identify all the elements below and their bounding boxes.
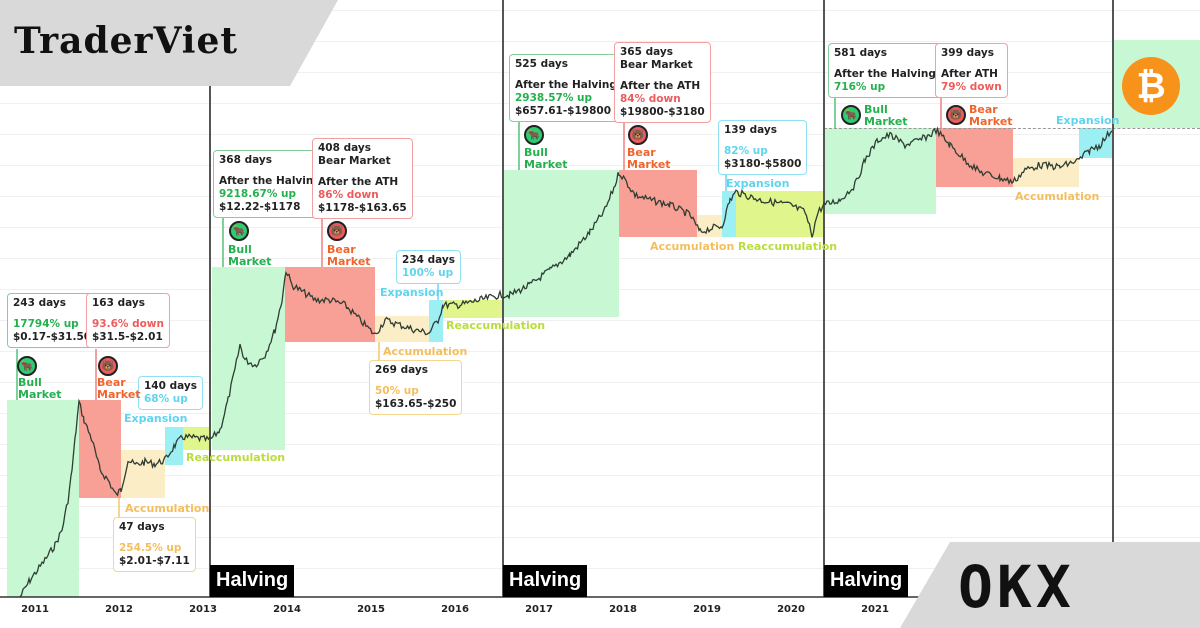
bear-callout-4: 399 days After ATH 79% down <box>935 43 1008 98</box>
price-line <box>19 126 1113 598</box>
halving-label: Halving <box>503 565 588 597</box>
gridline <box>0 413 1200 414</box>
traderviet-logo-bg <box>0 0 338 86</box>
accumulation-zone-1 <box>121 450 165 498</box>
bear-callout-1: 163 days 93.6% down $31.5-$2.01 <box>86 293 170 348</box>
gridline <box>0 165 1200 166</box>
bull-callout-3: 525 days After the Halving 2938.57% up $65… <box>509 54 623 122</box>
okx-logo: OKX <box>958 553 1075 621</box>
accumulation-callout-2: 269 days 50% up $163.65-$250 <box>369 360 463 415</box>
reaccumulation-label: Reaccumulation <box>446 319 546 332</box>
x-tick-label: 2011 <box>21 604 49 615</box>
expansion-label: Expansion <box>124 412 188 425</box>
gridline <box>0 506 1200 507</box>
x-tick-label: 2013 <box>189 604 217 615</box>
bear-market-label: Bear Market <box>97 376 141 401</box>
x-tick-label: 2021 <box>861 604 889 615</box>
bull-zone-3 <box>503 170 619 317</box>
bear-icon: 🐻 <box>327 221 347 241</box>
expansion-label: Expansion <box>726 177 790 190</box>
bitcoin-icon: ₿ <box>1122 57 1180 115</box>
bear-callout-3: 365 days Bear Market After the ATH 84% dow… <box>614 42 711 123</box>
accumulation-label: Accumulation <box>650 240 735 253</box>
bull-icon: 🐂 <box>229 221 249 241</box>
bull-market-label: Bull Market <box>228 243 272 268</box>
bear-market-label: Bear Market <box>627 146 671 171</box>
dashed-ath-line <box>824 128 1200 129</box>
accumulation-label: Accumulation <box>1015 190 1100 203</box>
halving-line <box>1112 0 1114 597</box>
expansion-callout-3: 139 days 82% up $3180-$5800 <box>718 120 808 175</box>
x-tick-label: 2016 <box>441 604 469 615</box>
bull-zone-1 <box>7 400 79 597</box>
bull-market-label: Bull Market <box>864 103 908 128</box>
x-tick-label: 2014 <box>273 604 301 615</box>
reaccumulation-zone-2 <box>443 300 503 318</box>
x-tick-label: 2020 <box>777 604 805 615</box>
halving-label: Halving <box>824 565 909 597</box>
x-tick-label: 2018 <box>609 604 637 615</box>
gridline <box>0 475 1200 476</box>
bear-callout-2: 408 days Bear Market After the ATH 86% dow… <box>312 138 413 219</box>
x-tick-label: 2019 <box>693 604 721 615</box>
gridline <box>0 537 1200 538</box>
bull-zone-2 <box>212 267 285 450</box>
bull-icon: 🐂 <box>17 356 37 376</box>
bull-icon: 🐂 <box>841 105 861 125</box>
gridline <box>0 382 1200 383</box>
accumulation-zone-3 <box>697 215 722 237</box>
bear-icon: 🐻 <box>628 125 648 145</box>
bull-callout-2: 368 days After the Halving 9218.67% up $12… <box>213 150 327 218</box>
x-tick-label: 2015 <box>357 604 385 615</box>
bear-zone-1 <box>79 400 121 498</box>
bull-market-label: Bull Market <box>18 376 62 401</box>
expansion-callout-2: 234 days 100% up <box>396 250 461 284</box>
reaccumulation-zone-3 <box>736 191 824 237</box>
expansion-callout-1: 140 days 68% up <box>138 376 203 410</box>
gridline <box>0 41 1200 42</box>
bear-zone-2 <box>285 267 375 342</box>
halving-line <box>823 0 825 597</box>
traderviet-logo: TraderViet <box>14 20 239 62</box>
accumulation-label: Accumulation <box>125 502 210 515</box>
bear-zone-3 <box>619 170 697 237</box>
gridline <box>0 10 1200 11</box>
bull-callout-4: 581 days After the Halving 716% up <box>828 43 942 98</box>
reaccumulation-label: Reaccumulation <box>738 240 838 253</box>
bull-icon: 🐂 <box>524 125 544 145</box>
bear-market-label: Bear Market <box>969 103 1013 128</box>
gridline <box>0 134 1200 135</box>
accumulation-zone-2 <box>375 316 429 342</box>
halving-label: Halving <box>210 565 295 597</box>
reaccumulation-label: Reaccumulation <box>186 451 286 464</box>
expansion-label: Expansion <box>1056 114 1120 127</box>
gridline <box>0 444 1200 445</box>
x-tick-label: 2017 <box>525 604 553 615</box>
gridline <box>0 351 1200 352</box>
bear-icon: 🐻 <box>98 356 118 376</box>
bull-market-label: Bull Market <box>524 146 568 171</box>
bear-market-label: Bear Market <box>327 243 371 268</box>
expansion-zone-3 <box>722 191 736 237</box>
okx-logo-bg <box>900 542 1200 628</box>
x-tick-label: 2012 <box>105 604 133 615</box>
reaccumulation-zone-1 <box>183 427 210 450</box>
accumulation-callout-1: 47 days 254.5% up $2.01-$7.11 <box>113 517 196 572</box>
expansion-label: Expansion <box>380 286 444 299</box>
gridline <box>0 568 1200 569</box>
bear-icon: 🐻 <box>946 105 966 125</box>
bull-callout-1: 243 days 17794% up $0.17-$31.50 <box>7 293 98 348</box>
bull-zone-4 <box>824 128 936 214</box>
gridline <box>0 320 1200 321</box>
accumulation-label: Accumulation <box>383 345 468 358</box>
halving-line <box>209 0 211 597</box>
